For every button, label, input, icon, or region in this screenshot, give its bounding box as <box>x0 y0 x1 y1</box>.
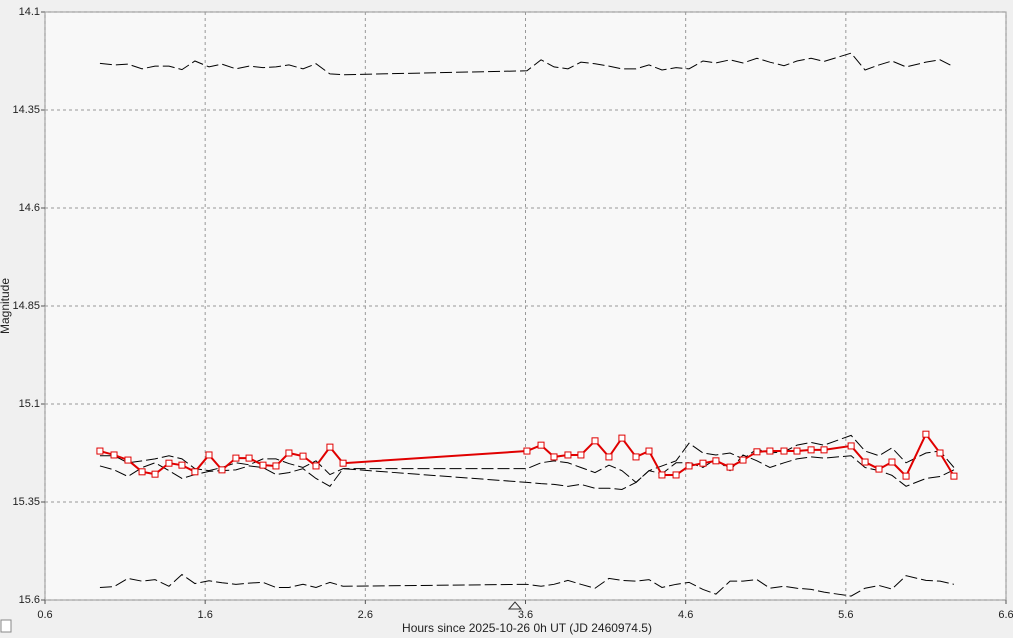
point-marker <box>936 449 944 457</box>
point-marker <box>110 451 118 459</box>
point-marker <box>780 447 788 455</box>
point-marker <box>259 461 267 469</box>
point-marker <box>888 458 896 466</box>
point-marker <box>950 472 958 480</box>
point-marker <box>285 449 293 457</box>
x-tick-label: 1.6 <box>198 609 213 621</box>
point-marker <box>245 454 253 462</box>
point-marker <box>218 466 226 474</box>
y-tick-label: 14.35 <box>12 104 40 116</box>
point-marker <box>564 451 572 459</box>
point-marker <box>847 442 855 450</box>
point-marker <box>339 459 347 467</box>
series-line <box>99 52 955 76</box>
point-marker <box>124 456 132 464</box>
point-marker <box>726 463 734 471</box>
point-marker <box>672 471 680 479</box>
x-tick-label: 0.6 <box>37 609 52 621</box>
x-tick-label: 6.6 <box>998 609 1013 621</box>
y-tick-label: 14.6 <box>19 202 40 214</box>
point-marker <box>699 459 707 467</box>
point-marker <box>537 441 545 449</box>
point-marker <box>326 443 334 451</box>
y-tick-label: 14.1 <box>19 6 40 18</box>
point-marker <box>645 447 653 455</box>
series-line <box>99 454 955 487</box>
x-axis-label: Hours since 2025-10-26 0h UT (JD 2460974… <box>402 621 652 635</box>
series-line <box>99 434 955 490</box>
y-tick-label: 15.1 <box>19 398 40 410</box>
point-marker <box>165 459 173 467</box>
x-tick-label: 3.6 <box>518 609 533 621</box>
point-marker <box>820 446 828 454</box>
point-marker <box>272 462 280 470</box>
point-marker <box>712 457 720 465</box>
point-marker <box>232 454 240 462</box>
point-marker <box>922 430 930 438</box>
point-marker <box>875 465 883 473</box>
y-tick-label: 14.85 <box>12 300 40 312</box>
point-marker <box>205 451 213 459</box>
point-marker <box>550 453 558 461</box>
point-marker <box>807 446 815 454</box>
point-marker <box>151 470 159 478</box>
x-tick-label: 2.6 <box>358 609 373 621</box>
point-marker <box>753 448 761 456</box>
point-marker <box>861 458 869 466</box>
point-marker <box>685 462 693 470</box>
point-marker <box>523 447 531 455</box>
point-marker <box>739 456 747 464</box>
point-marker <box>605 453 613 461</box>
point-marker <box>312 462 320 470</box>
point-marker <box>766 447 774 455</box>
point-marker <box>632 453 640 461</box>
y-tick-label: 15.35 <box>12 496 40 508</box>
point-marker <box>591 437 599 445</box>
y-tick-label: 15.6 <box>19 594 40 606</box>
x-tick-label: 5.6 <box>838 609 853 621</box>
point-marker <box>577 451 585 459</box>
point-marker <box>618 434 626 442</box>
series-line <box>99 573 955 597</box>
point-marker <box>96 447 104 455</box>
point-marker <box>178 461 186 469</box>
point-marker <box>793 447 801 455</box>
time-marker <box>507 601 523 610</box>
point-marker <box>658 471 666 479</box>
point-marker <box>902 472 910 480</box>
corner-button[interactable] <box>0 619 12 633</box>
point-marker <box>138 468 146 476</box>
x-tick-label: 4.6 <box>678 609 693 621</box>
y-axis-label: Magnitude <box>0 278 12 334</box>
point-marker <box>191 468 199 476</box>
point-marker <box>299 452 307 460</box>
